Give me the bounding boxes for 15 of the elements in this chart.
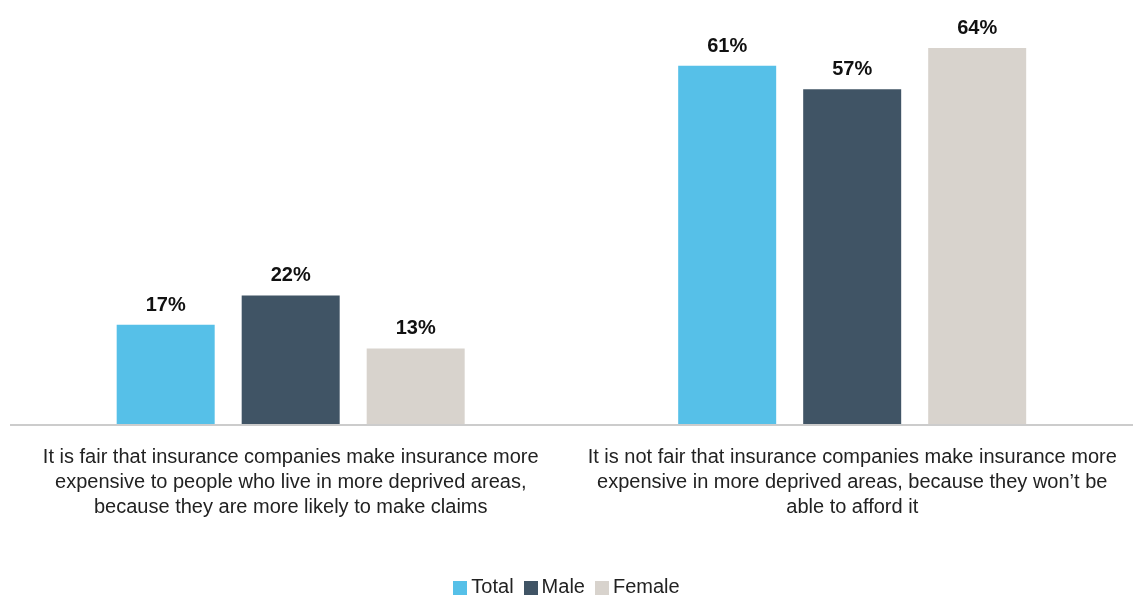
legend-label: Female [612, 575, 680, 597]
bar [116, 324, 215, 425]
bar [241, 295, 340, 425]
legend-label: Male [541, 575, 585, 597]
legend-label: Total [471, 575, 514, 597]
data-label: 61% [707, 33, 748, 56]
bar [803, 89, 902, 425]
data-label: 17% [145, 292, 186, 315]
data-label: 13% [395, 316, 436, 339]
data-label: 64% [957, 16, 998, 38]
data-label: 57% [832, 57, 873, 80]
x-tick-label: It is fair that insurance companies make insurance more expensive to people who live in more deprived areas, because they are more likely to make claims [42, 445, 539, 517]
data-label: 22% [270, 263, 311, 286]
bar [678, 65, 777, 425]
x-tick-label: It is not fair that insurance companies make insurance more expensive in more deprived areas, because they won’t be able to afford it [587, 445, 1117, 517]
